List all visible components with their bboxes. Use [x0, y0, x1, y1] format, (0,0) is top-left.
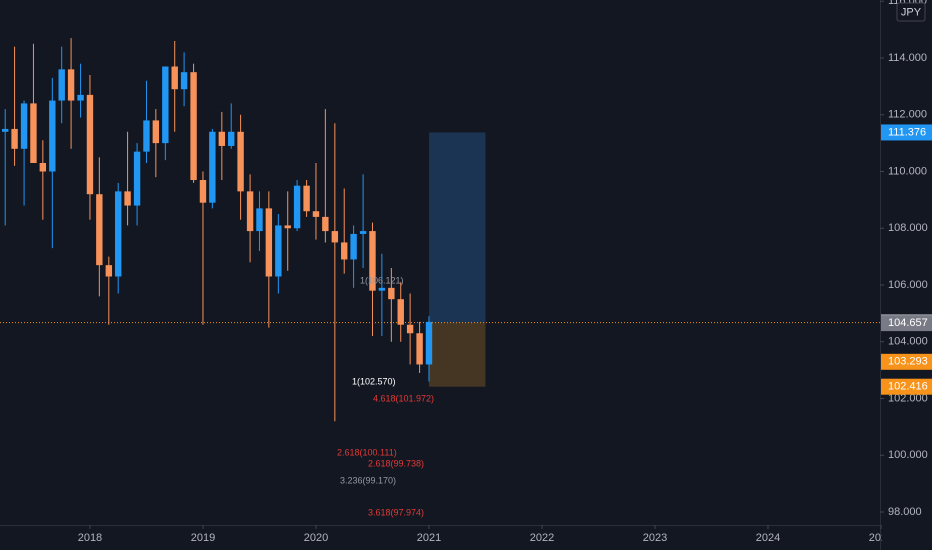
x-tick-label: 2022: [530, 532, 554, 544]
candle-body: [341, 242, 348, 260]
x-tick-label: 2020: [304, 532, 328, 544]
candle-body: [322, 216, 329, 232]
price-label: 104.657: [888, 317, 928, 329]
candle-body: [11, 128, 18, 149]
candle-body: [246, 191, 254, 232]
candle-body: [67, 69, 75, 101]
price-label: 102.416: [888, 381, 928, 393]
price-label-box: [881, 124, 932, 141]
currency-label: JPY: [901, 6, 922, 18]
candle-body: [293, 185, 301, 229]
candle-body: [30, 103, 37, 163]
y-tick-label: 98.000: [888, 506, 922, 518]
y-tick-label: 106.000: [888, 279, 928, 291]
fib-label: 2.618(100.111): [337, 447, 397, 457]
y-tick-label: 108.000: [888, 222, 928, 234]
candle-body: [20, 103, 28, 149]
candle-body: [303, 185, 310, 212]
candle-body: [162, 66, 169, 144]
time-axis: 2018 2019 2020 2021 2022 2023 2024 2025: [78, 525, 893, 544]
stop-zone: [428, 322, 486, 387]
y-tick-label: 110.000: [888, 165, 927, 177]
candle-body: [209, 131, 216, 203]
y-tick-label: 102.000: [888, 392, 928, 404]
candle-body: [331, 231, 339, 243]
target-zone: [428, 132, 486, 323]
candle-body: [1, 128, 9, 132]
candle-body: [58, 69, 65, 101]
candle-body: [406, 324, 414, 334]
candle-body: [256, 208, 263, 232]
price-label-box: [881, 315, 932, 332]
fib-label: 3.618(97.974): [368, 507, 424, 517]
candle-body: [180, 72, 188, 90]
currency-box[interactable]: [896, 2, 926, 22]
candle-body: [378, 287, 386, 291]
candle-body: [388, 287, 395, 300]
candle-body: [284, 225, 291, 229]
candle-body: [115, 191, 122, 277]
x-tick-label: 2025: [869, 532, 893, 544]
x-tick-label: 2023: [643, 532, 667, 544]
price-label-box: [881, 353, 932, 370]
candle-body: [416, 333, 423, 365]
candle-body: [369, 231, 376, 291]
y-tick-label: 112.000: [888, 109, 927, 121]
candle-body: [397, 299, 404, 325]
candle-body: [199, 180, 207, 203]
candle-body: [77, 94, 84, 101]
x-tick-label: 2018: [78, 532, 102, 544]
fib-label: 1(106.121): [360, 275, 404, 285]
candle-body: [133, 151, 141, 206]
candle-body: [312, 211, 320, 217]
x-tick-label: 2024: [756, 532, 780, 544]
candle-body: [190, 72, 197, 181]
candle-body: [105, 265, 113, 277]
fib-label: 3.236(99.170): [340, 475, 396, 485]
fib-label: 4.618(101.972): [373, 393, 434, 403]
fib-label: 2.618(99.738): [368, 458, 424, 468]
candle-body: [265, 208, 273, 277]
x-tick-label: 2021: [417, 532, 441, 544]
price-axis: 98.000 100.000 102.000 104.000 106.000 108.00…: [880, 0, 932, 518]
price-label: 111.376: [888, 126, 926, 138]
candle-body: [237, 131, 244, 192]
y-tick-label: 100.000: [888, 449, 928, 461]
candle-body: [275, 225, 282, 277]
price-label-box: [881, 378, 932, 395]
candle-body: [350, 233, 357, 260]
price-label: 103.293: [888, 356, 928, 368]
candle-body: [359, 231, 367, 234]
candle-body: [143, 120, 150, 152]
candle-body: [228, 131, 235, 146]
candle-body: [96, 194, 103, 266]
candle-body: [171, 66, 178, 90]
candle-body: [49, 100, 56, 172]
candle-body: [218, 131, 226, 146]
y-tick-label: 104.000: [888, 336, 928, 348]
candle-body: [86, 94, 94, 195]
plot-area: 1(106.121) 1(102.570) 4.618(101.972) 2.618(…: [0, 38, 880, 517]
candle-body: [425, 321, 433, 365]
x-tick-label: 2019: [191, 532, 215, 544]
fib-label: 1(102.570): [352, 376, 396, 386]
candle-body: [152, 120, 160, 144]
candle-body: [124, 191, 131, 206]
candle-body: [39, 162, 47, 172]
y-tick-label: 114.000: [888, 52, 927, 64]
